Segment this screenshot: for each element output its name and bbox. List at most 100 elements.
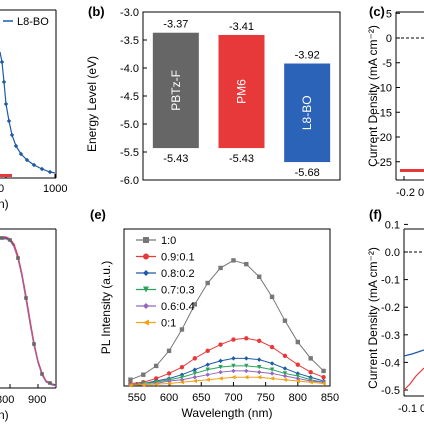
panel-e-legend: 1:0 0.9:0.1 0.8:0.2 0.7:0.3 0.6:0.4 0:1 — [136, 235, 195, 330]
pl-series-marker — [179, 327, 185, 332]
pl-series-marker — [205, 348, 210, 354]
pl-series-marker — [244, 368, 249, 374]
panel-c: (c) Current Density (mA cm⁻²) 5 0 -5 -10 -15… — [366, 4, 424, 199]
energy-bar-bottom-label: -5.68 — [295, 167, 320, 179]
panel-a-marker — [31, 162, 37, 168]
panel-d-marker — [24, 296, 28, 300]
panel-d: 800 900 n) — [0, 228, 57, 422]
energy-bar-l8-bo — [284, 63, 331, 163]
panel-b-ytick-label: -4.5 — [120, 91, 139, 103]
pl-series-marker — [231, 363, 236, 369]
pl-series-marker — [231, 356, 236, 361]
panel-a-legend-label: L8-BO — [17, 16, 49, 28]
pl-series-marker — [256, 357, 262, 362]
panel-f-yticks: 0.1 0.0 -0.1 -0.2 -0.3 -0.4 -0.5 — [381, 219, 408, 397]
energy-bar-top-label: -3.41 — [229, 21, 254, 33]
panel-b-letter: (b) — [88, 4, 105, 19]
pl-series-marker — [141, 372, 146, 377]
energy-bar-bottom-label: -5.43 — [229, 153, 254, 165]
panel-d-marker — [8, 238, 12, 242]
pl-series-marker — [282, 373, 288, 379]
panel-b-axes: -3.0 -3.5 -4.0 -4.5 -5.0 -5.5 -6.0 — [120, 7, 341, 187]
panel-e-xtick-label: 750 — [256, 392, 274, 404]
pl-series-marker — [166, 371, 172, 376]
pl-legend-label: 0.8:0.2 — [161, 268, 195, 280]
panel-a-marker — [0, 59, 5, 65]
panel-f: (f) Current Density (mA cm⁻²) 0.1 0.0 -0.1… — [366, 207, 424, 415]
pl-series-marker — [244, 375, 249, 380]
panel-d-marker — [40, 372, 44, 376]
panel-b-ytick-label: -4.0 — [120, 63, 139, 75]
panel-d-marker — [48, 381, 52, 385]
panel-c-ytick-label: 5 — [386, 8, 392, 20]
pl-series-marker — [205, 280, 210, 286]
pl-series-marker — [282, 318, 288, 323]
pl-series-marker — [256, 369, 262, 375]
pl-series-marker — [256, 338, 262, 343]
panel-a-marker — [24, 157, 30, 163]
panel-f-ytick-label: -0.3 — [381, 330, 400, 342]
panel-b-ytick-label: -6.0 — [120, 175, 139, 187]
pl-series-marker — [192, 375, 198, 380]
panel-d-xtick-label: 800 — [0, 394, 14, 406]
panel-e-xtick-label: 800 — [289, 392, 307, 404]
pl-series-marker — [166, 381, 172, 386]
panel-a-marker — [39, 166, 45, 172]
panel-c-ytick-label: -15 — [376, 107, 392, 119]
panel-f-xtick-label: 0 — [420, 403, 424, 415]
panel-e-ylabel: PL Intensity (a.u.) — [99, 261, 113, 355]
pl-series-marker — [321, 368, 326, 374]
panel-a-l8bo-curve — [0, 51, 56, 174]
pl-series-line — [130, 376, 324, 386]
pl-series-marker — [218, 364, 223, 370]
pl-series-marker — [282, 353, 288, 359]
pl-series-marker — [166, 348, 172, 354]
pl-series-marker — [282, 366, 288, 371]
pl-legend-marker — [143, 319, 149, 326]
panel-a-markers — [0, 59, 53, 175]
pl-series-marker — [244, 356, 249, 361]
panel-f-ytick-label: 0.1 — [385, 219, 400, 231]
pl-series-marker — [269, 344, 275, 350]
panel-f-curve-blue — [403, 349, 424, 357]
panel-f-ytick-label: -0.5 — [381, 385, 400, 397]
pl-legend-marker — [143, 303, 149, 309]
panel-d-markers — [0, 236, 52, 385]
energy-bar-pbtz-f — [152, 32, 199, 149]
pl-series-marker — [205, 362, 210, 367]
pl-series-marker — [295, 378, 301, 384]
pl-legend-marker — [143, 270, 149, 276]
pl-series-marker — [308, 369, 313, 375]
energy-bar-top-label: -3.92 — [295, 50, 320, 62]
pl-legend-marker — [143, 237, 149, 243]
pl-series-marker — [192, 367, 198, 372]
energy-bar-top-label: -3.37 — [163, 19, 188, 31]
panel-b-ytick-label: -5.5 — [120, 147, 139, 159]
panel-e-frame — [123, 228, 331, 387]
panel-f-ytick-label: -0.1 — [381, 275, 400, 287]
pl-series-marker — [244, 336, 249, 341]
pl-series-marker — [128, 383, 133, 388]
pl-series-marker — [231, 337, 236, 342]
pl-series-marker — [282, 371, 288, 376]
pl-series-marker — [295, 339, 301, 345]
pl-legend-marker — [143, 286, 149, 293]
panel-a-red-segment — [0, 174, 12, 177]
panel-c-ytick-label: -20 — [376, 132, 392, 144]
pl-series-marker — [256, 274, 262, 279]
panel-c-xtick-label: -0.2 — [396, 187, 415, 199]
panel-e: (e) 550 600 650 700 750 800 850 Wavelength (nm)… — [90, 207, 339, 420]
pl-series-line — [130, 370, 324, 386]
panel-b-ytick-label: -3.0 — [120, 7, 139, 19]
pl-series-marker — [282, 377, 288, 382]
panel-a-xlabel-fragment: n) — [0, 197, 9, 211]
panel-e-xtick-label: 700 — [224, 392, 242, 404]
pl-series-marker — [153, 376, 159, 381]
pl-series-marker — [308, 380, 313, 385]
pl-series-line — [130, 365, 324, 386]
panel-d-xtick-label: 900 — [28, 394, 46, 406]
pl-series-marker — [231, 375, 236, 380]
panel-a-marker — [13, 143, 19, 149]
pl-series-marker — [218, 342, 223, 347]
